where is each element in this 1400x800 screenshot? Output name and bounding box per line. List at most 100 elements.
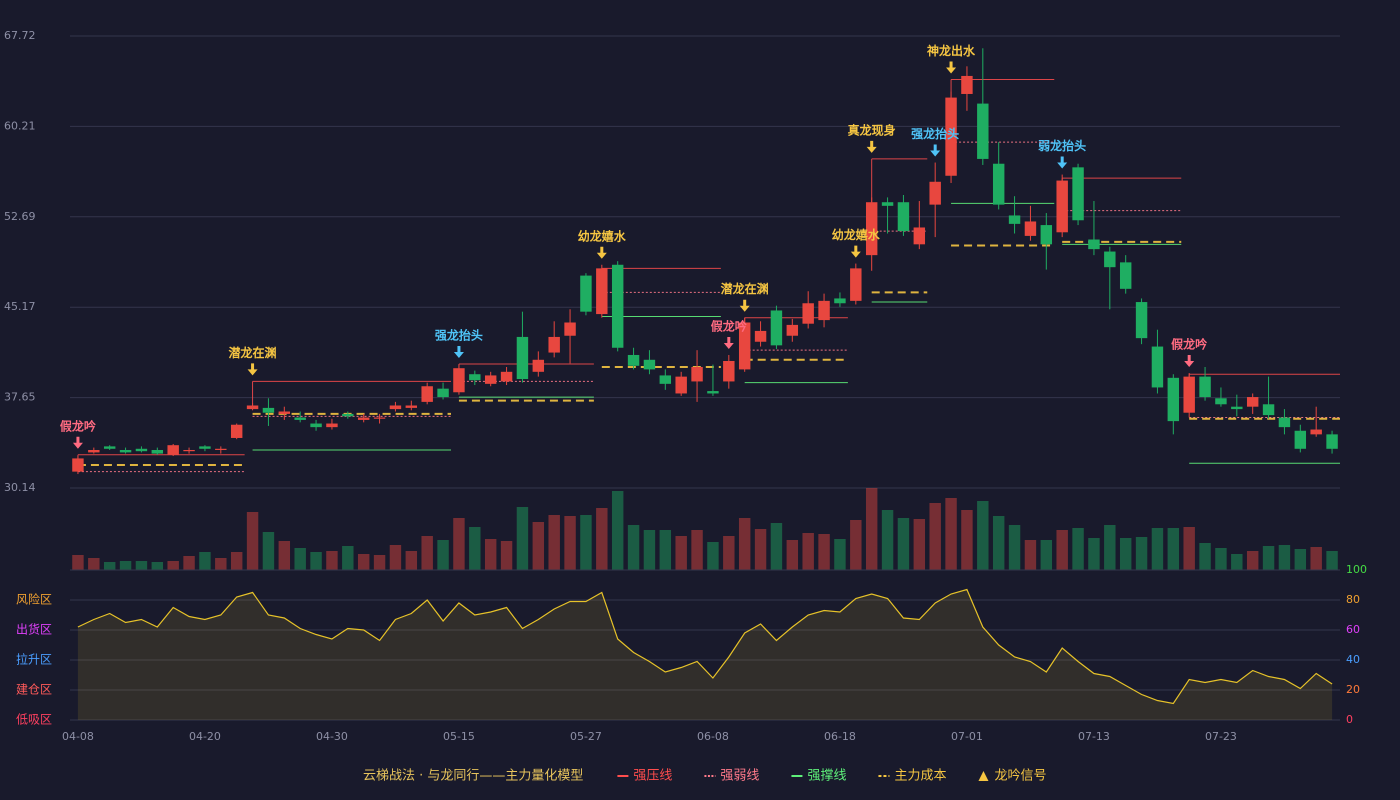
signal-label: 潜龙在渊 xyxy=(229,345,277,360)
volume-bar xyxy=(373,555,386,570)
candle-body xyxy=(659,375,672,384)
candle-body xyxy=(865,202,878,256)
candle-body xyxy=(1104,251,1116,268)
volume-bar xyxy=(119,561,132,570)
candle-body xyxy=(723,360,735,382)
indicator-tick-label: 80 xyxy=(1346,593,1360,606)
candle-body xyxy=(850,268,862,301)
volume-bar xyxy=(611,491,624,570)
indicator-area xyxy=(77,589,1333,720)
legend-label: 主力成本 xyxy=(894,769,946,784)
volume-bar xyxy=(151,562,164,570)
zone-label: 建仓区 xyxy=(16,683,52,697)
volume-bar xyxy=(548,515,560,570)
candle-body xyxy=(278,411,291,414)
candle-body xyxy=(770,310,783,346)
x-tick-label: 04-30 xyxy=(316,730,348,743)
indicator-tick-label: 60 xyxy=(1346,623,1360,636)
signal-arrow xyxy=(596,246,607,259)
candle-body xyxy=(929,181,941,205)
legend-swatch xyxy=(978,771,989,781)
signal-arrow xyxy=(72,436,83,449)
indicator-line xyxy=(77,588,1333,705)
volume-bar xyxy=(1104,525,1116,570)
candle-body xyxy=(611,264,624,348)
x-tick-label: 05-15 xyxy=(443,730,475,743)
volume-bar xyxy=(500,541,513,570)
volume-bar xyxy=(389,545,402,570)
volume-bar xyxy=(135,561,148,570)
candle-body xyxy=(913,227,926,245)
candle-body xyxy=(199,446,211,449)
signal-label: 假龙吟 xyxy=(1171,337,1207,352)
candle-body xyxy=(405,405,418,408)
candle-body xyxy=(469,374,481,381)
signal-arrow xyxy=(946,61,957,74)
volume-bar xyxy=(802,533,814,570)
signal-label: 假龙吟 xyxy=(711,318,747,333)
candle-body xyxy=(1294,430,1307,449)
volume-bar xyxy=(818,534,830,570)
candle-body xyxy=(1040,225,1053,245)
volume-bar xyxy=(1072,528,1084,570)
indicator-tick-label: 40 xyxy=(1346,653,1360,666)
legend-label: 强压线 xyxy=(633,769,672,784)
candle-body xyxy=(1278,417,1291,428)
candle-body xyxy=(421,386,433,402)
candle-body xyxy=(548,336,560,353)
candle-body xyxy=(802,303,814,324)
candle-body xyxy=(88,449,100,453)
volume-bar xyxy=(246,512,259,570)
volume-bar xyxy=(659,530,672,570)
volume-bar xyxy=(881,510,894,570)
volume-bar xyxy=(1246,551,1259,570)
candle-body xyxy=(230,424,243,438)
indicator-tick-label: 100 xyxy=(1346,563,1367,576)
zone-label: 风险区 xyxy=(16,592,52,607)
candle-body xyxy=(1215,398,1227,405)
x-tick-label: 07-23 xyxy=(1205,730,1237,743)
signal-arrow xyxy=(247,363,258,376)
volume-bar xyxy=(357,554,370,570)
candle-body xyxy=(1024,221,1037,236)
candle-body xyxy=(1008,215,1021,224)
candle-body xyxy=(881,202,894,206)
y-tick-label: 60.21 xyxy=(4,119,36,132)
candle-body xyxy=(707,391,719,394)
volume-bar xyxy=(421,536,433,570)
volume-bar xyxy=(1278,545,1291,570)
candle-body xyxy=(961,75,973,94)
volume-bar xyxy=(183,556,195,570)
volume-bar xyxy=(1024,540,1037,570)
zone-label: 低吸区 xyxy=(16,713,52,727)
signal-label: 弱龙抬头 xyxy=(1038,138,1086,153)
y-tick-label: 37.65 xyxy=(4,391,36,404)
volume-bar xyxy=(1310,547,1322,570)
volume-bar xyxy=(754,529,767,570)
candle-body xyxy=(135,448,148,452)
volume-bar xyxy=(992,516,1005,570)
signal-label: 强龙抬头 xyxy=(435,327,483,342)
candle-body xyxy=(326,423,338,428)
volume-bar xyxy=(453,518,465,570)
volume-bar xyxy=(88,558,100,570)
volume-bar xyxy=(437,540,449,570)
candle-body xyxy=(992,163,1005,205)
x-tick-label: 07-13 xyxy=(1078,730,1110,743)
candle-body xyxy=(1326,434,1338,449)
candle-body xyxy=(738,322,751,370)
x-tick-label: 06-08 xyxy=(697,730,729,743)
volume-bar xyxy=(294,548,306,570)
legend-label: 强撑线 xyxy=(807,769,846,784)
x-tick-label: 04-20 xyxy=(189,730,221,743)
signal-label: 潜龙在渊 xyxy=(721,281,769,296)
volume-bar xyxy=(850,520,862,570)
candle-body xyxy=(342,413,354,417)
signal-label: 真龙现身 xyxy=(848,122,896,137)
signal-arrow xyxy=(1184,355,1195,368)
candle-body xyxy=(1167,377,1180,422)
signal-arrow xyxy=(1057,156,1068,169)
candle-body xyxy=(103,446,116,449)
candle-body xyxy=(945,97,957,176)
